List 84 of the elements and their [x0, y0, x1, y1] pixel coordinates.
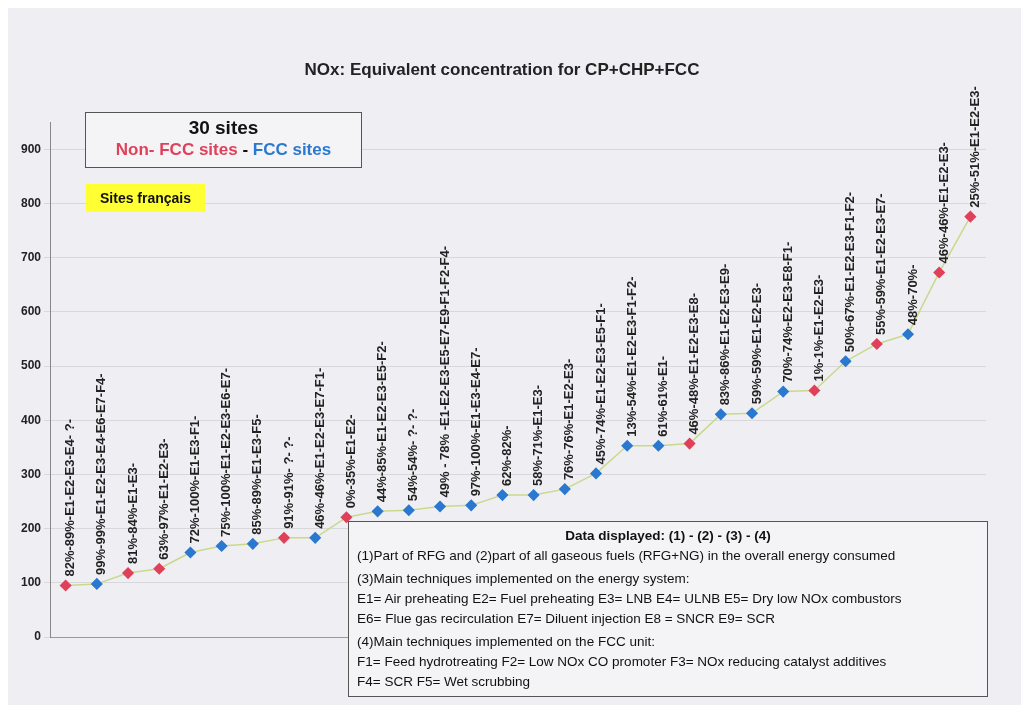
y-tick-label: 400: [20, 412, 42, 427]
x-tick-label: 1%-1%-E1-E2-E3-: [810, 274, 826, 382]
point: [683, 437, 696, 450]
x-tick-label: 82%-89%-E1-E2-E3-E4- ?-: [62, 419, 78, 577]
x-tick-label: 85%-89%-E1-E3-F5-: [249, 414, 265, 535]
point: [527, 489, 540, 501]
annotation: FCC sites: [252, 140, 332, 159]
point: [715, 408, 727, 421]
x-tick-label: 13%-54%-E1-E2-E3-F1-F2-: [623, 276, 639, 437]
point: [309, 532, 321, 544]
x-tick-label: 76%-76%-E1-E2-E3-: [561, 358, 577, 481]
x-tick-label: 61%-61%-E1-: [654, 355, 670, 437]
point: [777, 385, 789, 398]
point: [652, 440, 665, 452]
y-tick-label: 600: [20, 304, 42, 319]
point: [91, 578, 103, 590]
x-tick-label: 75%-100%-E1-E2-E3-E6-E7-: [218, 367, 234, 537]
y-tick-label: 700: [20, 250, 42, 265]
point: [465, 499, 477, 512]
point: [403, 504, 415, 516]
point: [933, 266, 945, 279]
x-tick-label: 0%-35%-E1-E2-: [342, 414, 358, 509]
annotation: E6= Flue gas recirculation E7= Diluent injection E8 = SNCR E9= SCR: [357, 610, 776, 628]
y-tick-label: 300: [20, 466, 42, 481]
point: [122, 567, 134, 579]
y-tick-label: 200: [20, 520, 42, 535]
text: F1= Feed hydrotreating F2= Low NOx CO promoter F3= NOx reducing catalyst additives: [357, 654, 887, 669]
annotation: Sites français: [86, 184, 206, 212]
point: [746, 407, 758, 420]
annotation: E1= Air preheating E2= Fuel preheating E3= LNB E4= ULNB E5= Dry low NOx combustors: [357, 590, 903, 608]
point: [184, 546, 197, 559]
x-tick-label: 72%-100%-E1-E3-F1-: [187, 415, 202, 544]
y-tick-label: 800: [20, 195, 42, 210]
annotation: (3)Main techniques implemented on the energy system:: [357, 570, 691, 588]
point: [871, 338, 883, 350]
point: [278, 532, 290, 544]
point: [340, 511, 353, 524]
x-tick-label: 63%-97%-E1-E2-E3-: [155, 438, 171, 560]
point: [559, 483, 571, 495]
point: [59, 579, 72, 592]
x-tick-label: 99%-99%-E1-E2-E3-E4-E6-E7-F4-: [93, 373, 109, 575]
point: [964, 210, 977, 223]
y-tick-label: 500: [20, 358, 42, 373]
x-tick-label: 91%-91%- ?- ?-: [280, 436, 296, 529]
point: [839, 355, 852, 368]
annotation: (1)Part of RFG and (2)part of all gaseous fuels (RFG+NG) in the overall energy consumed: [357, 547, 897, 565]
x-tick-label: 97%-100%-E1-E3-E4-E7-: [467, 347, 483, 497]
annotation: Non- FCC sites: [115, 140, 238, 159]
y-tick-label: 900: [20, 141, 42, 156]
point: [590, 467, 602, 480]
x-tick-label: 55%-59%-E1-E2-E3-E7-: [873, 193, 889, 335]
x-tick-label: 59%-59%-E1-E2-E3-: [748, 282, 764, 405]
text: F4= SCR F5= Wet scrubbing: [357, 674, 531, 689]
x-tick-label: 46%-48%-E1-E2-E3-E8-: [686, 292, 702, 435]
x-tick-label: 44%-85%-E1-E2-E3-E5-F2-: [374, 341, 390, 503]
y-tick-label: 0: [34, 629, 42, 644]
x-tick-label: 45%-74%-E1-E2-E3-E5-F1-: [592, 303, 608, 465]
point: [808, 384, 821, 397]
x-tick-label: 62%-82%-: [498, 425, 514, 487]
x-tick-label: 83%-86%-E1-E2-E3-E9-: [717, 263, 733, 406]
point: [371, 505, 384, 518]
x-tick-label: 25%-51%-E1-E2-E3-: [966, 86, 982, 208]
x-tick-label: 58%-71%-E1-E3-: [530, 384, 546, 487]
x-tick-label: 46%-46%-E1-E2-E3-: [935, 142, 951, 264]
x-tick-label: 70%-74%-E2-E3-E8-F1-: [779, 241, 795, 383]
x-tick-label: 50%-67%-E1-E2-E3-F1-F2-: [842, 191, 858, 353]
point: [247, 538, 259, 550]
annotation: Data displayed: (1) - (2) - (3) - (4): [564, 527, 772, 545]
x-tick-label: 54%-54%- ?- ?-: [405, 408, 421, 502]
annotation: (4)Main techniques implemented on the FCC unit:: [357, 633, 656, 651]
annotation: -: [242, 140, 249, 159]
chart-title: NOx: Equivalent concentration for CP+CHP+FCC: [304, 59, 700, 79]
x-tick-label: 46%-46%-E1-E2-E3-E7-F1-: [311, 367, 327, 529]
point: [434, 500, 446, 513]
x-tick-label: 81%-84%-E1-E3-: [124, 462, 140, 565]
point: [215, 540, 228, 552]
point: [621, 440, 633, 452]
x-tick-label: 48%-70%-: [904, 264, 920, 326]
point: [902, 328, 914, 340]
x-tick-label: 49% - 78% -E1-E2-E3-E5-E7-E9-F1-F2-F4-: [436, 246, 452, 498]
point: [153, 563, 165, 575]
annotation: 30 sites: [187, 117, 260, 139]
point: [496, 489, 509, 501]
y-tick-label: 100: [20, 575, 42, 590]
